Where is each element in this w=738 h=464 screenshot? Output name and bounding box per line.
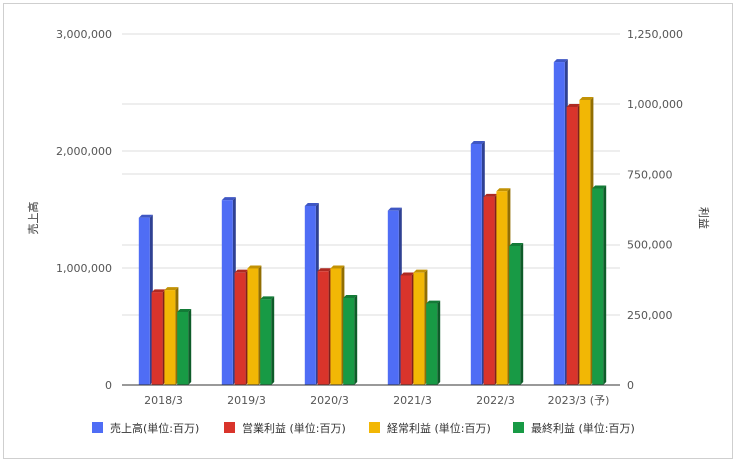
bar-top (151, 289, 166, 293)
bar (221, 200, 233, 385)
bar-top (553, 59, 568, 63)
bar-top (304, 202, 319, 206)
bar-top (426, 300, 441, 304)
bar-side (437, 300, 441, 385)
bar-top (400, 272, 415, 276)
bar (509, 246, 521, 385)
legend-label: 経常利益 (単位:百万) (387, 421, 491, 435)
x-tick-label: 2018/3 (144, 394, 183, 407)
right-axis-title: 利益 (697, 207, 711, 229)
bar (592, 188, 604, 385)
legend: 売上高(単位:百万) 営業利益 (単位:百万) 経常利益 (単位:百万) 最終利益 (… (92, 421, 635, 435)
bar (177, 311, 189, 385)
x-tick-label: 2022/3 (476, 394, 515, 407)
bar-top (566, 104, 581, 108)
bar-top (330, 265, 345, 269)
bar (483, 196, 495, 385)
bar-top (470, 140, 485, 144)
bar (317, 271, 329, 385)
right-tick-label: 500,000 (627, 239, 673, 252)
x-tick-label: 2020/3 (310, 394, 349, 407)
bar-side (188, 308, 192, 385)
x-axis-ticks: 2018/3 2019/3 2020/3 2021/3 2022/3 2023/3 (予) (144, 394, 609, 407)
bar-top (387, 207, 402, 211)
left-tick-label: 1,000,000 (56, 262, 112, 275)
bar (138, 217, 150, 385)
bar-top (164, 287, 179, 291)
left-tick-label: 0 (105, 379, 112, 392)
left-tick-label: 2,000,000 (56, 145, 112, 158)
bar (151, 292, 163, 385)
legend-swatch (513, 422, 524, 433)
bar-top (234, 269, 249, 273)
bar-top (343, 294, 358, 298)
bar (387, 210, 399, 385)
bar (470, 143, 482, 385)
x-tick-label: 2023/3 (予) (548, 394, 610, 407)
legend-label: 営業利益 (単位:百万) (242, 421, 346, 435)
bar (164, 290, 176, 385)
bar-top (579, 96, 594, 100)
right-tick-label: 750,000 (627, 168, 673, 181)
bar (426, 303, 438, 385)
bar-top (317, 268, 332, 272)
x-tick-label: 2021/3 (393, 394, 432, 407)
bar (413, 272, 425, 385)
bar (496, 191, 508, 385)
gridlines (122, 33, 620, 316)
legend-swatch (224, 422, 235, 433)
legend-label: 売上高(単位:百万) (110, 421, 199, 435)
bar-top (221, 197, 236, 201)
bar-top (138, 214, 153, 218)
bar-side (271, 296, 275, 385)
bar (260, 299, 272, 385)
right-tick-label: 0 (627, 379, 634, 392)
bar (566, 107, 578, 386)
bar (304, 205, 316, 385)
bar-top (496, 188, 511, 192)
right-tick-label: 250,000 (627, 309, 673, 322)
bar-top (592, 185, 607, 189)
bar-side (520, 243, 524, 385)
bar (247, 268, 259, 385)
bar-top (247, 265, 262, 269)
bar-top (483, 193, 498, 197)
bar (553, 62, 565, 386)
left-axis-title: 売上高 (26, 202, 40, 235)
bar (579, 99, 591, 385)
bar-top (260, 296, 275, 300)
bars (138, 59, 607, 386)
legend-swatch (92, 422, 103, 433)
x-tick-label: 2019/3 (227, 394, 266, 407)
bar (234, 272, 246, 385)
bar-side (354, 294, 358, 385)
bar-side (603, 185, 607, 385)
legend-label: 最終利益 (単位:百万) (531, 421, 635, 435)
bar (400, 275, 412, 385)
right-axis-ticks: 0 250,000 500,000 750,000 1,000,000 1,250,000 (627, 28, 683, 392)
bar-top (509, 243, 524, 247)
bar-top (413, 269, 428, 273)
bar (330, 268, 342, 385)
left-axis-ticks: 0 1,000,000 2,000,000 3,000,000 (56, 28, 112, 392)
right-tick-label: 1,250,000 (627, 28, 683, 41)
chart-frame (3, 3, 733, 459)
right-tick-label: 1,000,000 (627, 98, 683, 111)
bar-top (177, 308, 192, 312)
left-tick-label: 3,000,000 (56, 28, 112, 41)
legend-swatch (369, 422, 380, 433)
bar (343, 297, 355, 385)
